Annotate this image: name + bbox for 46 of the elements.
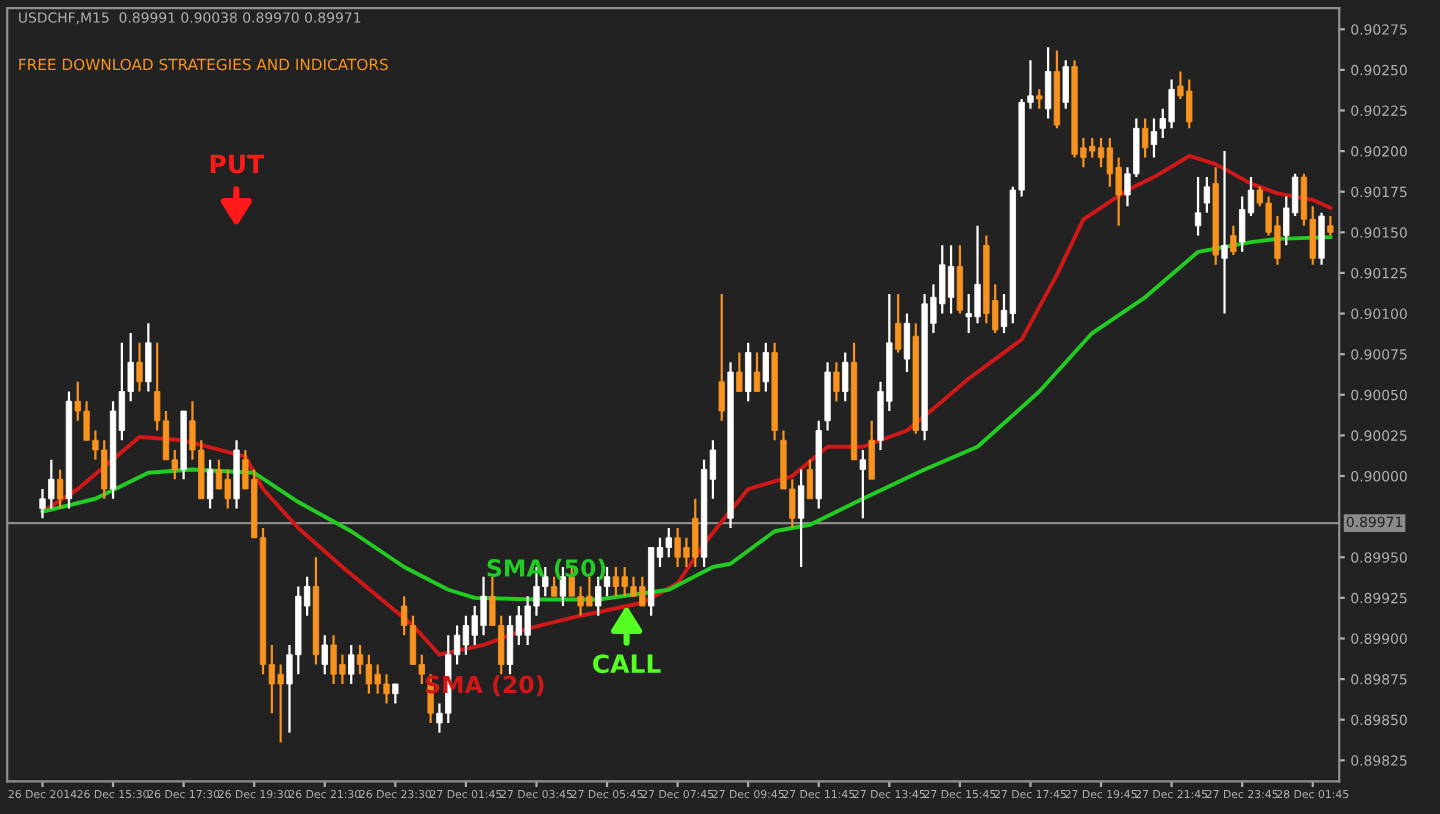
- candlestick: [859, 448, 867, 520]
- candlestick: [1150, 117, 1158, 159]
- candlestick: [136, 341, 143, 393]
- candlestick: [348, 643, 355, 686]
- annotation: CALL: [593, 654, 661, 674]
- candlestick: [206, 458, 214, 510]
- candlestick: [612, 565, 620, 598]
- candlestick: [762, 341, 769, 393]
- series-label: SMA (50): [487, 558, 606, 580]
- candlestick: [392, 682, 399, 705]
- candlestick: [1239, 195, 1246, 253]
- candlestick: [56, 468, 64, 510]
- candlestick: [797, 468, 805, 569]
- candlestick: [842, 351, 849, 403]
- candlestick: [718, 292, 725, 422]
- candlestick: [665, 526, 672, 559]
- candlestick: [753, 351, 761, 393]
- candlestick: [903, 312, 911, 374]
- candlestick: [956, 244, 964, 315]
- candlestick: [321, 634, 328, 676]
- candlestick: [868, 419, 875, 481]
- candlestick: [462, 614, 470, 656]
- candlestick: [894, 292, 902, 354]
- candlestick: [1194, 175, 1202, 237]
- candlestick: [1062, 59, 1069, 110]
- candlestick: [833, 361, 840, 403]
- candlestick: [947, 244, 955, 315]
- candlestick: [1036, 88, 1043, 110]
- candlestick: [1318, 211, 1325, 266]
- candlestick: [1141, 117, 1149, 159]
- candlestick: [745, 341, 752, 403]
- candlestick: [224, 468, 231, 510]
- candlestick: [365, 653, 373, 695]
- candlestick: [736, 351, 743, 393]
- candlestick: [1097, 137, 1105, 169]
- candlestick: [1327, 214, 1334, 237]
- candlestick: [1221, 149, 1228, 315]
- candlestick: [1230, 224, 1237, 257]
- candlestick: [145, 322, 152, 393]
- annotation: PUT: [210, 154, 265, 174]
- candlestick: [550, 575, 558, 598]
- candlestick: [1203, 175, 1211, 214]
- candlestick: [1044, 46, 1052, 120]
- candlestick: [806, 458, 814, 500]
- candlestick: [506, 614, 514, 676]
- candlestick: [215, 458, 223, 491]
